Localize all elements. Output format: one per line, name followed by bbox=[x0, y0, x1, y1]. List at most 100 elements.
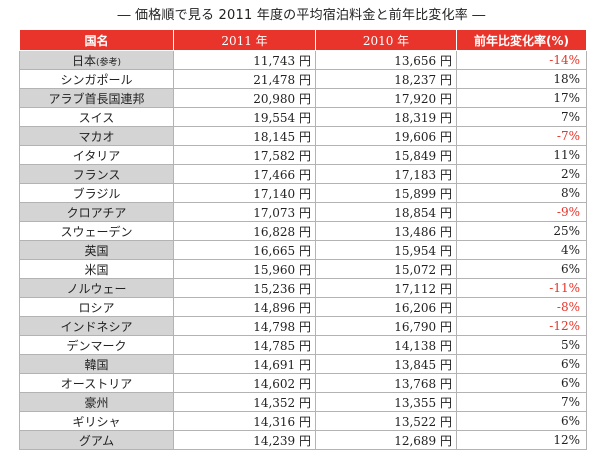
table-row: ギリシャ 14,316 円 13,522 円 6% bbox=[19, 411, 587, 431]
change-percent-cell: -11% bbox=[456, 278, 587, 298]
change-percent-cell: 6% bbox=[456, 373, 587, 393]
rate-2011-cell: 14,239 円 bbox=[173, 430, 316, 450]
country-name: クロアチア bbox=[66, 205, 127, 220]
change-percent-cell: -9% bbox=[456, 202, 587, 222]
table-row: インドネシア 14,798 円 16,790 円 -12% bbox=[19, 316, 587, 336]
table-header-row: 国名 2011 年 2010 年 前年比変化率(%) bbox=[19, 29, 587, 51]
rate-2011-cell: 18,145 円 bbox=[173, 126, 316, 146]
table-row: マカオ 18,145 円 19,606 円 -7% bbox=[19, 126, 587, 146]
rate-2011-cell: 14,798 円 bbox=[173, 316, 316, 336]
hotel-rate-table: 国名 2011 年 2010 年 前年比変化率(%) 日本(参考) 11,743 … bbox=[19, 29, 587, 450]
country-cell: 米国 bbox=[19, 259, 174, 279]
country-name: アラブ首長国連邦 bbox=[48, 91, 145, 106]
rate-2011-cell: 16,828 円 bbox=[173, 221, 316, 241]
header-2010: 2010 年 bbox=[315, 29, 457, 51]
rate-2011-cell: 15,236 円 bbox=[173, 278, 316, 298]
reference-note: (参考) bbox=[95, 57, 122, 68]
rate-2010-cell: 18,237 円 bbox=[315, 69, 457, 89]
country-cell: マカオ bbox=[19, 126, 174, 146]
rate-2011-cell: 14,691 円 bbox=[173, 354, 316, 374]
rate-2010-cell: 17,112 円 bbox=[315, 278, 457, 298]
country-cell: ロシア bbox=[19, 297, 174, 317]
rate-2010-cell: 13,845 円 bbox=[315, 354, 457, 374]
country-name: ロシア bbox=[78, 300, 115, 315]
country-name: ギリシャ bbox=[72, 414, 121, 429]
change-percent-cell: 7% bbox=[456, 392, 587, 412]
header-change: 前年比変化率(%) bbox=[456, 29, 587, 51]
country-cell: クロアチア bbox=[19, 202, 174, 222]
rate-2010-cell: 13,656 円 bbox=[315, 50, 457, 70]
table-row: フランス 17,466 円 17,183 円 2% bbox=[19, 164, 587, 184]
rate-2010-cell: 19,606 円 bbox=[315, 126, 457, 146]
change-percent-cell: 12% bbox=[456, 430, 587, 450]
rate-2010-cell: 15,954 円 bbox=[315, 240, 457, 260]
table-row: 日本(参考) 11,743 円 13,656 円 -14% bbox=[19, 50, 587, 70]
change-percent-cell: 5% bbox=[456, 335, 587, 355]
rate-2011-cell: 14,602 円 bbox=[173, 373, 316, 393]
country-name: フランス bbox=[72, 167, 121, 182]
change-percent-cell: 18% bbox=[456, 69, 587, 89]
country-cell: 英国 bbox=[19, 240, 174, 260]
rate-2010-cell: 15,899 円 bbox=[315, 183, 457, 203]
rate-2010-cell: 13,355 円 bbox=[315, 392, 457, 412]
table-row: クロアチア 17,073 円 18,854 円 -9% bbox=[19, 202, 587, 222]
table-row: 韓国 14,691 円 13,845 円 6% bbox=[19, 354, 587, 374]
table-row: イタリア 17,582 円 15,849 円 11% bbox=[19, 145, 587, 165]
country-name: イタリア bbox=[72, 148, 121, 163]
country-name: スウェーデン bbox=[60, 224, 133, 239]
country-cell: スイス bbox=[19, 107, 174, 127]
country-name: グアム bbox=[78, 433, 115, 448]
table-row: オーストリア 14,602 円 13,768 円 6% bbox=[19, 373, 587, 393]
country-name: インドネシア bbox=[60, 319, 133, 334]
country-cell: インドネシア bbox=[19, 316, 174, 336]
rate-2011-cell: 17,073 円 bbox=[173, 202, 316, 222]
country-cell: オーストリア bbox=[19, 373, 174, 393]
change-percent-cell: 6% bbox=[456, 259, 587, 279]
rate-2011-cell: 14,896 円 bbox=[173, 297, 316, 317]
table-row: 米国 15,960 円 15,072 円 6% bbox=[19, 259, 587, 279]
change-percent-cell: 11% bbox=[456, 145, 587, 165]
country-name: デンマーク bbox=[66, 338, 127, 353]
country-name: ブラジル bbox=[72, 186, 121, 201]
rate-2011-cell: 14,316 円 bbox=[173, 411, 316, 431]
change-percent-cell: -14% bbox=[456, 50, 587, 70]
country-cell: ギリシャ bbox=[19, 411, 174, 431]
change-percent-cell: 8% bbox=[456, 183, 587, 203]
change-percent-cell: -12% bbox=[456, 316, 587, 336]
table-row: グアム 14,239 円 12,689 円 12% bbox=[19, 430, 587, 450]
table-row: デンマーク 14,785 円 14,138 円 5% bbox=[19, 335, 587, 355]
country-cell: フランス bbox=[19, 164, 174, 184]
country-name: 英国 bbox=[84, 243, 109, 258]
country-name: オーストリア bbox=[60, 376, 133, 391]
rate-2011-cell: 14,785 円 bbox=[173, 335, 316, 355]
country-name: スイス bbox=[78, 110, 115, 125]
rate-2010-cell: 13,522 円 bbox=[315, 411, 457, 431]
country-cell: スウェーデン bbox=[19, 221, 174, 241]
rate-2010-cell: 12,689 円 bbox=[315, 430, 457, 450]
country-name: 豪州 bbox=[84, 395, 109, 410]
rate-2010-cell: 13,768 円 bbox=[315, 373, 457, 393]
table-row: ノルウェー 15,236 円 17,112 円 -11% bbox=[19, 278, 587, 298]
country-name: 日本 bbox=[71, 53, 96, 68]
rate-2011-cell: 17,466 円 bbox=[173, 164, 316, 184]
change-percent-cell: 7% bbox=[456, 107, 587, 127]
header-2011: 2011 年 bbox=[173, 29, 316, 51]
country-cell: シンガポール bbox=[19, 69, 174, 89]
table-body: 日本(参考) 11,743 円 13,656 円 -14% シンガポール 21,478 円… bbox=[19, 50, 587, 450]
rate-2011-cell: 17,582 円 bbox=[173, 145, 316, 165]
header-country: 国名 bbox=[19, 29, 174, 51]
rate-2011-cell: 19,554 円 bbox=[173, 107, 316, 127]
change-percent-cell: 6% bbox=[456, 411, 587, 431]
country-cell: グアム bbox=[19, 430, 174, 450]
change-percent-cell: 25% bbox=[456, 221, 587, 241]
table-row: ブラジル 17,140 円 15,899 円 8% bbox=[19, 183, 587, 203]
country-name: 米国 bbox=[84, 262, 109, 277]
country-cell: アラブ首長国連邦 bbox=[19, 88, 174, 108]
country-cell: デンマーク bbox=[19, 335, 174, 355]
change-percent-cell: -7% bbox=[456, 126, 587, 146]
table-row: アラブ首長国連邦 20,980 円 17,920 円 17% bbox=[19, 88, 587, 108]
rate-2011-cell: 11,743 円 bbox=[173, 50, 316, 70]
table-row: シンガポール 21,478 円 18,237 円 18% bbox=[19, 69, 587, 89]
rate-2010-cell: 16,206 円 bbox=[315, 297, 457, 317]
country-cell: 日本(参考) bbox=[19, 50, 174, 70]
